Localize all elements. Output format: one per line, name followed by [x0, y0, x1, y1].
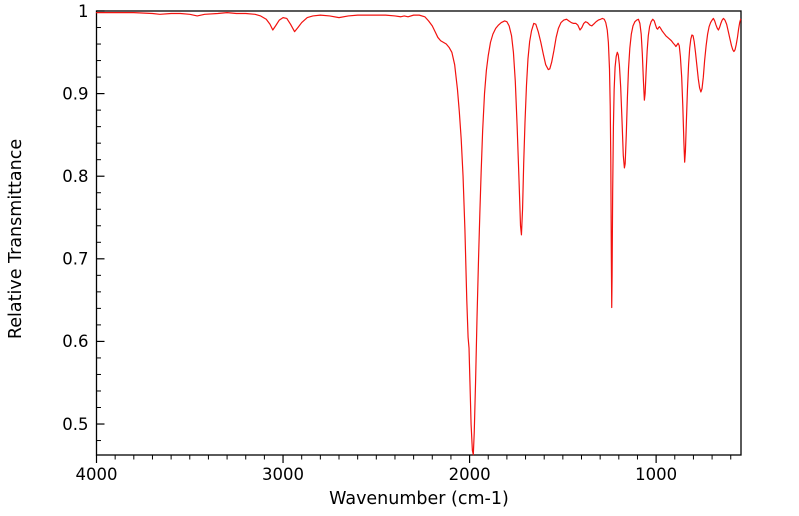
x-tick-label: 3000 — [262, 465, 304, 484]
y-tick-label: 0.7 — [62, 250, 88, 269]
plot-frame — [95, 10, 742, 456]
x-tick-label: 1000 — [635, 465, 677, 484]
spectrum-line — [95, 12, 742, 456]
y-tick-label: 0.9 — [62, 84, 88, 103]
y-tick-label: 0.5 — [62, 415, 88, 434]
x-axis-title: Wavenumber (cm-1) — [329, 489, 509, 509]
x-tick-label: 4000 — [76, 465, 118, 484]
y-tick-label: 0.6 — [62, 332, 88, 351]
plot-area: 4000 3000 2000 1000 1 0.9 0.8 0.7 0.6 0.5 — [62, 2, 742, 484]
y-tick-label: 1 — [78, 2, 89, 21]
x-tick-label: 2000 — [449, 465, 491, 484]
y-axis-title: Relative Transmittance — [6, 139, 26, 339]
y-tick-label: 0.8 — [62, 167, 88, 186]
